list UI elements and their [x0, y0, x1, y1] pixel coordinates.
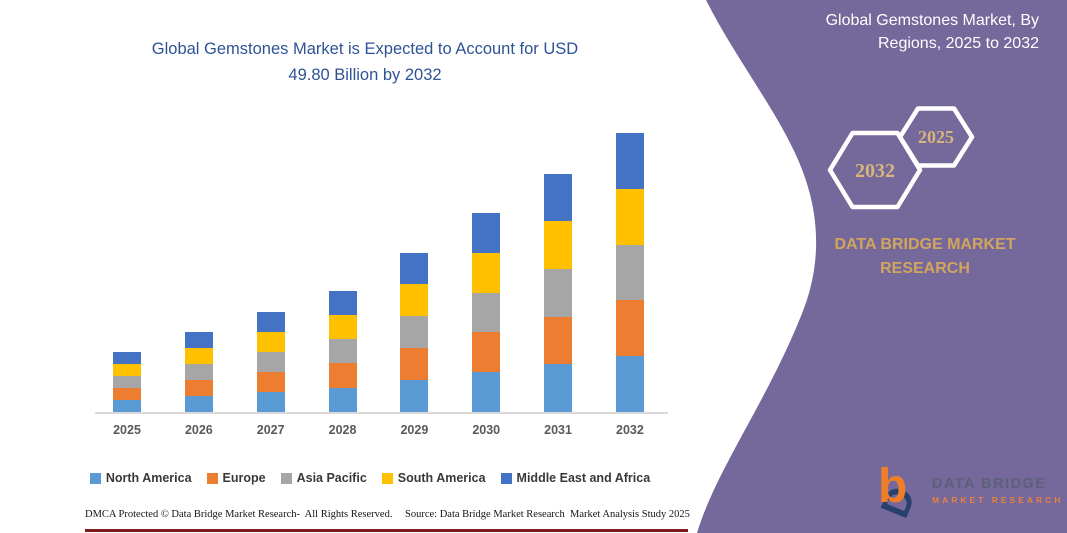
- hexagon-2032: [827, 130, 923, 210]
- dbmr-logo: D b DATA BRIDGE MARKET RESEARCH: [872, 458, 1061, 522]
- legend-item: Asia Pacific: [280, 471, 367, 485]
- bar-segment-2027: [256, 392, 285, 412]
- bar-segment-2028: [328, 314, 357, 340]
- panel-curve-shape: [697, 0, 1067, 533]
- legend-swatch: [280, 472, 292, 484]
- x-tick-2029: 2029: [400, 423, 429, 437]
- x-tick-2028: 2028: [328, 423, 357, 437]
- bars-row: [95, 133, 668, 414]
- chart-title: Global Gemstones Market is Expected to A…: [70, 36, 660, 88]
- legend-label: Middle East and Africa: [516, 471, 651, 485]
- bar-segment-2029: [400, 316, 429, 349]
- bar-segment-2029: [400, 380, 429, 412]
- bar-segment-2026: [184, 396, 213, 412]
- bar-segment-2026: [184, 348, 213, 364]
- bar-segment-2025: [113, 388, 141, 400]
- bar-segment-2031: [544, 316, 573, 365]
- bar-segment-2032: [615, 133, 644, 189]
- x-tick-2026: 2026: [184, 423, 213, 437]
- bar-segment-2025: [113, 376, 141, 388]
- bar-2029: [400, 252, 429, 412]
- x-tick-2032: 2032: [616, 423, 644, 437]
- bar-segment-2029: [400, 284, 429, 317]
- source-text: Source: Data Bridge Market Research Mark…: [405, 509, 690, 520]
- x-axis-labels: 2025 2026 2027 2028 2029 2030 2031 2032: [95, 423, 668, 437]
- bar-segment-2030: [472, 372, 501, 412]
- bar-2031: [544, 173, 573, 412]
- bar-2028: [328, 290, 357, 412]
- bar-segment-2026: [184, 380, 213, 396]
- bar-segment-2029: [400, 348, 429, 381]
- bar-segment-2025: [113, 364, 141, 376]
- bar-segment-2028: [328, 339, 357, 364]
- hexagon-2032-label: 2032: [855, 160, 895, 182]
- bar-segment-2031: [544, 173, 573, 222]
- bar-segment-2025: [113, 400, 141, 412]
- legend-label: North America: [105, 471, 192, 485]
- bar-segment-2028: [328, 387, 357, 412]
- bar-segment-2026: [184, 332, 213, 348]
- chart-title-line1: Global Gemstones Market is Expected to A…: [151, 40, 579, 58]
- bar-segment-2030: [472, 213, 501, 253]
- bar-segment-2030: [472, 252, 501, 293]
- bottom-divider-line: [85, 529, 688, 532]
- dmca-copyright-text: DMCA Protected © Data Bridge Market Rese…: [85, 509, 393, 520]
- chart-title-line2: 49.80 Billion by 2032: [288, 66, 442, 84]
- legend-label: Europe: [222, 471, 266, 485]
- bar-segment-2032: [615, 356, 644, 412]
- legend-item: North America: [89, 471, 192, 485]
- hexagon-2025-label: 2025: [918, 127, 954, 147]
- legend-item: Europe: [206, 471, 266, 485]
- panel-title: Global Gemstones Market, By Regions, 202…: [825, 12, 1039, 52]
- logo-text: DATA BRIDGE MARKET RESEARCH: [932, 476, 1063, 505]
- x-tick-2025: 2025: [113, 423, 141, 437]
- bar-2032: [615, 133, 644, 412]
- bar-segment-2032: [615, 188, 644, 245]
- legend-label: South America: [397, 471, 486, 485]
- bar-segment-2032: [615, 300, 644, 357]
- legend-swatch: [89, 472, 101, 484]
- bar-segment-2027: [256, 312, 285, 332]
- x-tick-2030: 2030: [472, 423, 501, 437]
- chart-legend: North America Europe Asia Pacific South Ame…: [0, 471, 740, 485]
- bar-segment-2028: [328, 290, 357, 315]
- logo-market-research-text: MARKET RESEARCH: [932, 494, 1064, 505]
- bar-2025: [113, 352, 141, 412]
- hexagon-2025: [897, 106, 975, 168]
- bar-segment-2031: [544, 221, 573, 269]
- bar-segment-2030: [472, 332, 501, 373]
- bar-segment-2031: [544, 268, 573, 317]
- bar-segment-2031: [544, 364, 573, 412]
- bar-segment-2027: [256, 372, 285, 392]
- bar-2026: [184, 332, 213, 412]
- x-tick-2027: 2027: [256, 423, 285, 437]
- bar-segment-2029: [400, 252, 429, 285]
- legend-swatch: [500, 472, 512, 484]
- bar-segment-2028: [328, 363, 357, 388]
- bar-segment-2032: [615, 244, 644, 301]
- plot-area: 2025 2026 2027 2028 2029 2030 2031 2032: [95, 133, 668, 437]
- bar-segment-2027: [256, 332, 285, 352]
- bar-segment-2027: [256, 352, 285, 372]
- hexagon-years-graphic: 2032 2025: [827, 106, 975, 210]
- bar-segment-2026: [184, 364, 213, 380]
- logo-b-glyph: b: [878, 460, 907, 513]
- legend-item: South America: [381, 471, 486, 485]
- bar-segment-2030: [472, 292, 501, 333]
- brand-wordmark: DATA BRIDGE MARKET RESEARCH: [834, 236, 1016, 277]
- legend-swatch: [206, 472, 218, 484]
- logo-data-bridge-text: DATA BRIDGE: [932, 475, 1047, 492]
- bar-2030: [472, 213, 501, 412]
- bar-segment-2025: [113, 352, 141, 364]
- x-tick-2031: 2031: [544, 423, 572, 437]
- legend-swatch: [381, 472, 393, 484]
- dbmr-logo-icon: D b: [873, 460, 924, 520]
- legend-item: Middle East and Africa: [500, 471, 651, 485]
- bar-2027: [256, 312, 285, 412]
- legend-label: Asia Pacific: [296, 471, 367, 485]
